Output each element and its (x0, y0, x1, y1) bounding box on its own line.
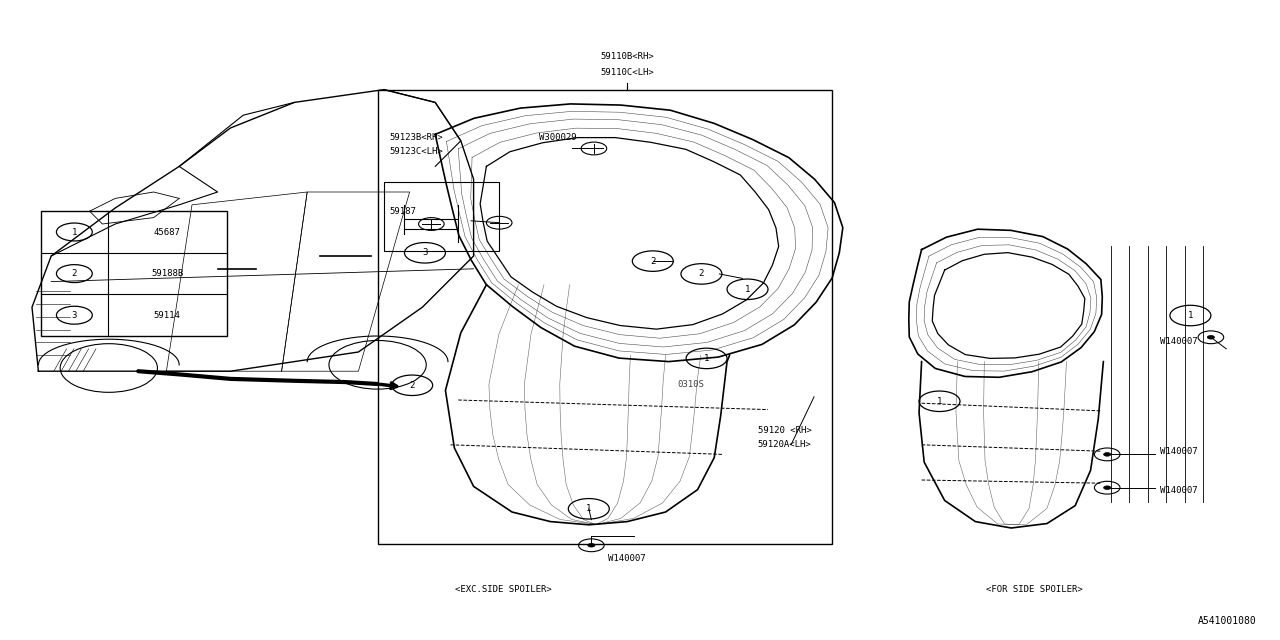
Text: 59188B: 59188B (151, 269, 183, 278)
Text: W300029: W300029 (539, 133, 576, 142)
Text: 1: 1 (937, 397, 942, 406)
Text: 1: 1 (1188, 311, 1193, 320)
Text: W140007: W140007 (1160, 486, 1197, 495)
Text: 59110B<RH>: 59110B<RH> (600, 52, 654, 61)
Text: 1: 1 (72, 227, 77, 237)
Circle shape (588, 543, 595, 547)
Text: 1: 1 (745, 285, 750, 294)
Text: 59123C<LH>: 59123C<LH> (389, 147, 443, 156)
Text: 3: 3 (72, 310, 77, 320)
Bar (41, 211, 227, 336)
Circle shape (1207, 335, 1215, 339)
Text: 59187: 59187 (389, 207, 416, 216)
Text: W140007: W140007 (1160, 337, 1197, 346)
Bar (384, 182, 499, 251)
Text: <FOR SIDE SPOILER>: <FOR SIDE SPOILER> (986, 585, 1083, 594)
Text: 59114: 59114 (154, 310, 180, 320)
Text: 1: 1 (586, 504, 591, 513)
Text: 2: 2 (650, 257, 655, 266)
Text: <EXC.SIDE SPOILER>: <EXC.SIDE SPOILER> (454, 585, 552, 594)
Text: 1: 1 (704, 354, 709, 363)
Text: 3: 3 (422, 248, 428, 257)
Text: 2: 2 (699, 269, 704, 278)
Circle shape (1103, 486, 1111, 490)
Circle shape (1103, 452, 1111, 456)
Text: 2: 2 (72, 269, 77, 278)
Bar (378, 90, 832, 544)
Text: 59123B<RH>: 59123B<RH> (389, 133, 443, 142)
Text: 59110C<LH>: 59110C<LH> (600, 68, 654, 77)
Text: 59120A<LH>: 59120A<LH> (758, 440, 812, 449)
Text: 45687: 45687 (154, 227, 180, 237)
Text: W140007: W140007 (1160, 447, 1197, 456)
Text: 2: 2 (410, 381, 415, 390)
Text: 59120 <RH>: 59120 <RH> (758, 426, 812, 435)
Text: 0310S: 0310S (678, 380, 704, 389)
Text: W140007: W140007 (608, 554, 645, 563)
Text: A541001080: A541001080 (1198, 616, 1257, 626)
